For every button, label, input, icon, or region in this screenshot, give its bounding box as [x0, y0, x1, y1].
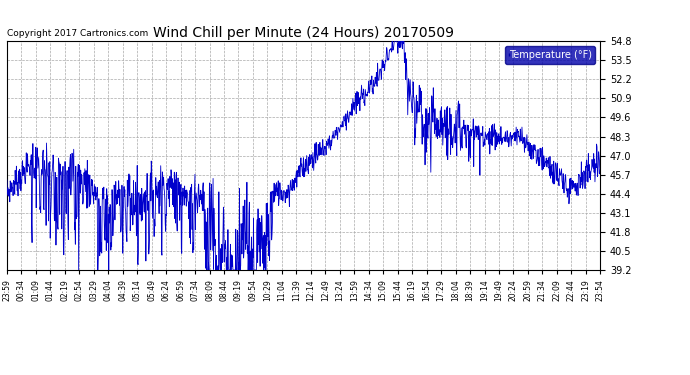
Text: Copyright 2017 Cartronics.com: Copyright 2017 Cartronics.com [7, 28, 148, 38]
Title: Wind Chill per Minute (24 Hours) 20170509: Wind Chill per Minute (24 Hours) 2017050… [153, 26, 454, 40]
Legend: Temperature (°F): Temperature (°F) [504, 46, 595, 64]
